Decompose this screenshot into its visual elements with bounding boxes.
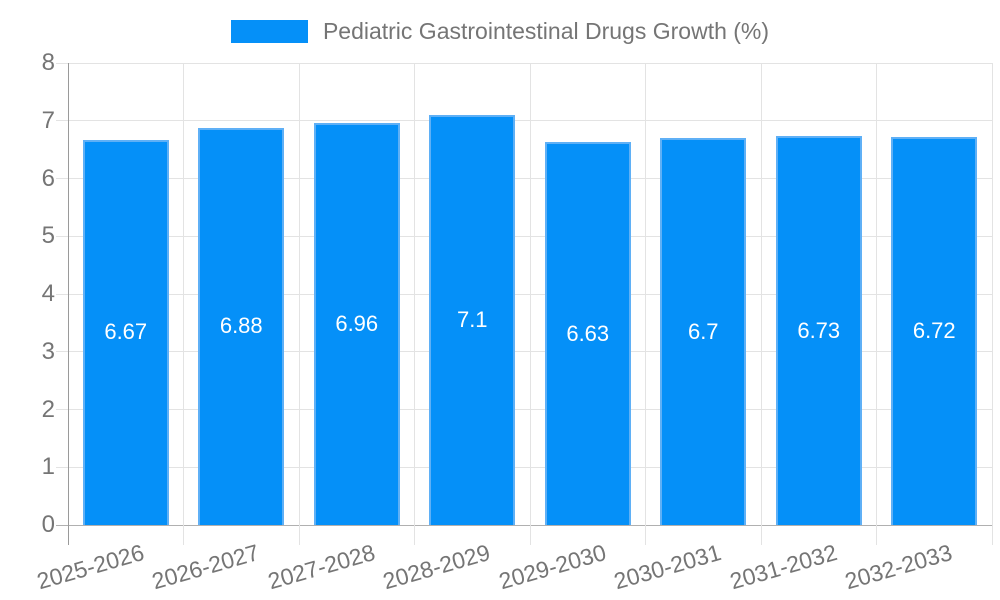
x-axis-tick-6 <box>760 525 762 545</box>
x-axis-category-label: 2032-2033 <box>842 539 956 595</box>
bar-value-label: 6.96 <box>335 311 379 337</box>
gridline-x-3 <box>414 63 415 525</box>
gridline-y-3 <box>56 351 992 353</box>
bar-value-label: 7.1 <box>456 306 488 332</box>
bar-2027-2028[interactable] <box>313 123 400 525</box>
gridline-y-2 <box>56 409 992 410</box>
gridline-y-5 <box>56 235 992 237</box>
bar-2031-2032[interactable] <box>775 136 862 525</box>
x-axis-category-label: 2030-2031 <box>611 539 725 595</box>
legend-label: Pediatric Gastrointestinal Drugs Growth … <box>322 18 770 44</box>
bar-value-label: 6.7 <box>687 318 719 344</box>
gridline-x-1 <box>183 63 184 525</box>
gridline-y-6 <box>56 178 992 179</box>
y-axis-tick-label: 5 <box>41 222 55 250</box>
x-axis-category-label: 2028-2029 <box>380 539 494 595</box>
bar-2028-2029[interactable] <box>429 114 516 525</box>
x-axis-category-label: 2026-2027 <box>149 539 263 595</box>
y-axis-tick-label: 3 <box>41 337 55 365</box>
x-axis-category-label: 2029-2030 <box>495 539 609 595</box>
gridline-y-0 <box>56 524 992 526</box>
legend[interactable]: Pediatric Gastrointestinal Drugs Growth … <box>0 18 1000 45</box>
gridline-x-2 <box>298 63 300 525</box>
gridline-y-1 <box>56 466 992 468</box>
gridline-y-7 <box>56 120 992 122</box>
x-axis-tick-3 <box>414 525 415 545</box>
gridline-y-8 <box>56 62 992 64</box>
bar-value-label: 6.88 <box>219 313 263 339</box>
bar-2029-2030[interactable] <box>544 142 631 525</box>
x-axis-tick-4 <box>529 525 531 545</box>
x-axis-tick-7 <box>876 525 877 545</box>
y-axis-tick-label: 6 <box>41 164 55 192</box>
bar-2025-2026[interactable] <box>82 139 169 525</box>
bar-2030-2031[interactable] <box>660 138 747 525</box>
legend-swatch <box>230 20 308 43</box>
y-axis-tick-label: 2 <box>41 395 55 423</box>
y-axis-tick-label: 7 <box>41 106 55 134</box>
x-axis-tick-5 <box>645 525 646 545</box>
x-axis-category-label: 2027-2028 <box>264 539 378 595</box>
bar-value-label: 6.73 <box>797 317 841 343</box>
gridline-y-4 <box>56 293 992 295</box>
y-axis-tick-label: 8 <box>41 49 55 76</box>
bar-2026-2027[interactable] <box>198 127 285 525</box>
gridline-x-4 <box>529 63 531 525</box>
bar-value-label: 6.63 <box>566 320 610 346</box>
bar-value-label: 6.72 <box>912 317 956 343</box>
x-axis-category-label: 2031-2032 <box>726 539 840 595</box>
x-axis-category-label: 2025-2026 <box>33 539 147 595</box>
y-axis-tick-label: 0 <box>41 511 55 538</box>
x-axis-tick-8 <box>991 525 993 545</box>
x-axis-tick-2 <box>298 525 300 545</box>
gridline-x-8 <box>991 63 993 525</box>
y-axis-line <box>67 63 69 545</box>
gridline-x-5 <box>645 63 646 525</box>
y-axis-tick-label: 1 <box>41 453 55 481</box>
bar-value-label: 6.67 <box>104 319 148 345</box>
gridline-x-6 <box>760 63 762 525</box>
gridline-x-7 <box>876 63 877 525</box>
y-axis-tick-label: 4 <box>41 280 55 307</box>
x-axis-tick-1 <box>183 525 184 545</box>
bar-2032-2033[interactable] <box>891 136 978 525</box>
